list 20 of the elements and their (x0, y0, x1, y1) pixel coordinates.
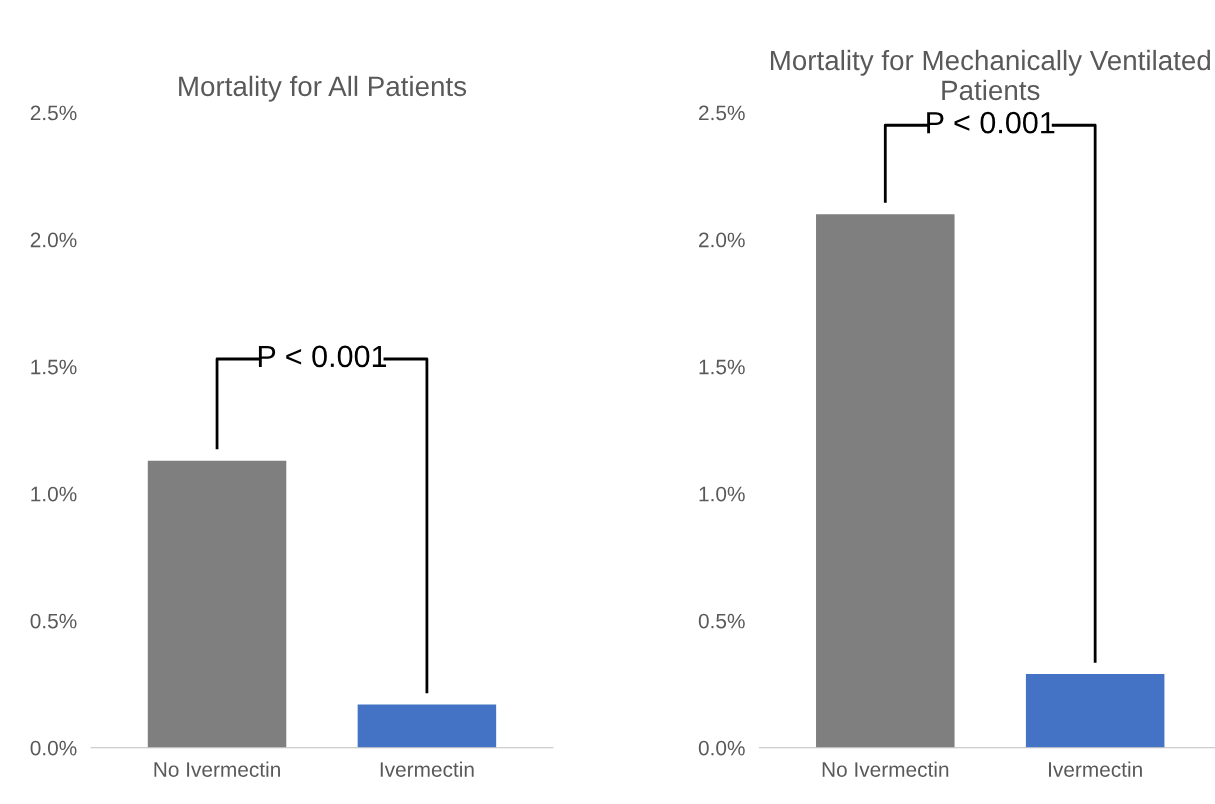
x-tick-label: Ivermectin (1049, 761, 1142, 777)
annotation: P < 0.001 (927, 111, 1055, 134)
x-tick-label: Ivermectin (380, 761, 474, 777)
y-tick-label: 1.5% (699, 359, 745, 375)
y-tick-label: 0.0% (30, 740, 77, 756)
y-tick-label: 2.5% (699, 105, 745, 121)
y-tick-label: 0.5% (698, 613, 745, 629)
chart-title: Mortality for Mechanically Ventilated Patients (770, 49, 1210, 101)
x-tick-label: No Ivermectin (822, 761, 949, 777)
annotation: P < 0.001 (258, 345, 387, 368)
y-tick-label: 2.5% (30, 105, 77, 121)
y-tick-label: 1.5% (31, 359, 77, 375)
y-tick-label: 0.5% (30, 613, 77, 629)
y-tick-label: 2.0% (30, 232, 77, 248)
y-tick-label: 0.0% (698, 740, 745, 756)
x-tick-label: No Ivermectin (154, 761, 280, 777)
chart-title: Mortality for All Patients (179, 75, 467, 102)
y-tick-label: 1.0% (31, 486, 77, 502)
y-tick-label: 2.0% (699, 232, 745, 248)
y-tick-label: 1.0% (699, 486, 745, 502)
